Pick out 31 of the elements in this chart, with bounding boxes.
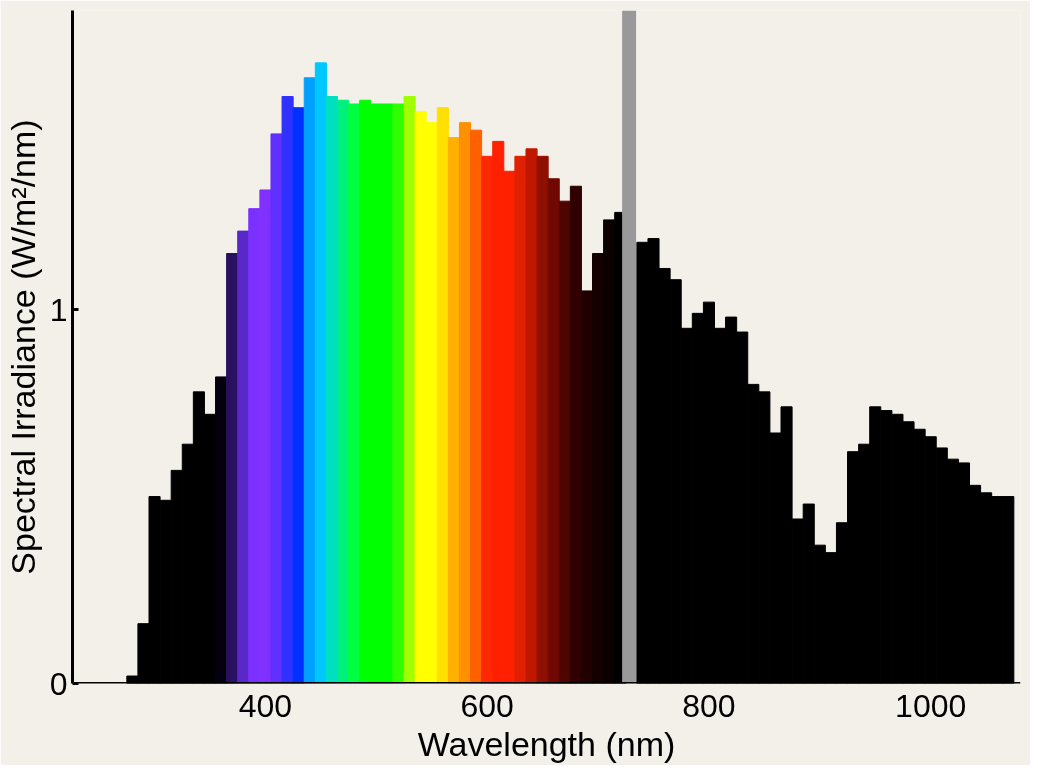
bar xyxy=(226,253,239,684)
y-axis-title: Spectral Irradiance (W/m²/nm) xyxy=(3,119,42,575)
bar xyxy=(403,95,416,684)
bar xyxy=(392,103,405,684)
bar xyxy=(569,185,582,684)
bar xyxy=(325,95,338,684)
x-tick-label: 400 xyxy=(238,687,293,724)
x-tick-label: 1000 xyxy=(895,687,967,724)
bar xyxy=(303,77,316,684)
y-tick-label: 0 xyxy=(49,665,68,702)
bar xyxy=(525,148,538,684)
bar xyxy=(348,103,361,684)
bar xyxy=(314,62,327,684)
bar xyxy=(458,122,472,684)
bar xyxy=(514,155,527,684)
x-tick-label: 800 xyxy=(682,687,736,724)
bar xyxy=(337,99,350,684)
bar xyxy=(547,178,560,684)
bar xyxy=(447,137,460,684)
bar xyxy=(558,200,571,684)
bar xyxy=(470,129,483,684)
bar xyxy=(270,133,283,684)
x-tick-label: 600 xyxy=(460,687,514,724)
bar xyxy=(237,230,250,684)
y-tick-label: 1 xyxy=(49,291,68,328)
bar xyxy=(536,155,549,684)
bar xyxy=(436,107,449,684)
bar xyxy=(215,376,228,684)
x-axis-title: Wavelength (nm) xyxy=(417,724,676,763)
bar xyxy=(281,95,294,684)
bar xyxy=(292,107,305,684)
